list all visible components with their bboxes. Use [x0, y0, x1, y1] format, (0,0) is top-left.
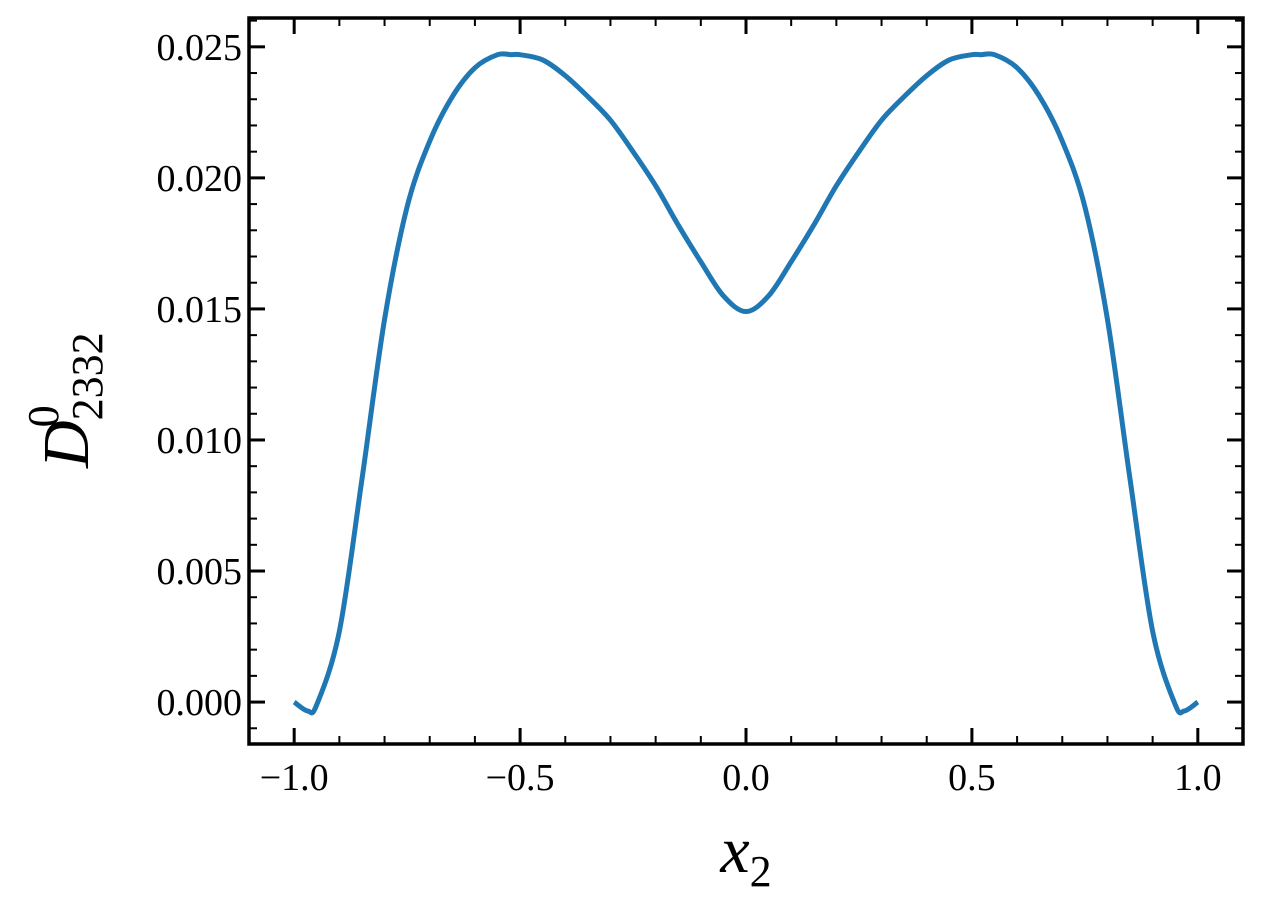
x-axis-label: x2 [719, 814, 771, 896]
y-label-sup: 0 [19, 405, 68, 427]
x-label-sub: 2 [750, 847, 772, 896]
x-tick-label: −1.0 [260, 757, 329, 799]
y-axis-label: D23320 [19, 332, 112, 469]
x-label-base: x [719, 814, 749, 887]
y-tick-label: 0.005 [157, 551, 243, 593]
y-label-base: D [30, 420, 103, 469]
y-tick-label: 0.010 [157, 420, 243, 462]
x-tick-label: 1.0 [1174, 757, 1222, 799]
y-tick-label: 0.015 [157, 289, 243, 331]
x-tick-label: 0.5 [948, 757, 996, 799]
y-tick-label: 0.020 [157, 158, 243, 200]
y-tick-label: 0.025 [157, 27, 243, 69]
y-label-sub: 2332 [63, 332, 112, 420]
data-line [292, 51, 1200, 716]
plot-frame [247, 16, 1245, 746]
x-tick-label: −0.5 [486, 757, 555, 799]
y-tick-label: 0.000 [157, 682, 243, 724]
x-tick-label: 0.0 [722, 757, 770, 799]
